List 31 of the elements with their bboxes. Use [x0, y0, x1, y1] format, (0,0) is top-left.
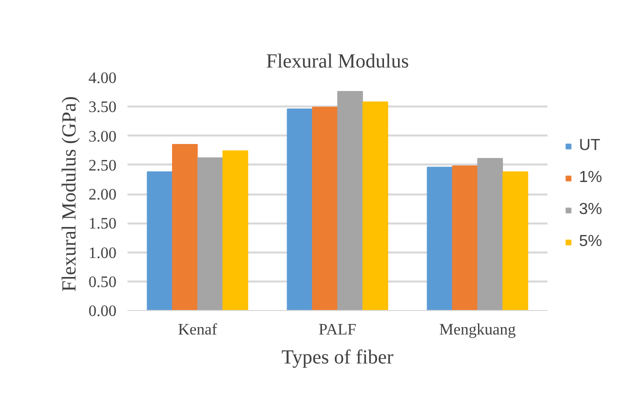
bar — [172, 144, 198, 310]
bar — [197, 157, 223, 310]
bar — [222, 150, 248, 310]
y-tick-label: 1.50 — [88, 216, 116, 233]
y-tick-label: 0.00 — [88, 303, 116, 320]
x-tick-label: Kenaf — [178, 322, 218, 338]
bar — [146, 171, 173, 310]
x-axis-title: Types of fiber — [282, 346, 394, 368]
legend-label: UT — [579, 136, 600, 154]
bar — [452, 166, 478, 310]
bar — [502, 171, 528, 310]
y-tick-label: 2.00 — [88, 186, 116, 204]
y-tick-label: 4.00 — [88, 70, 116, 87]
y-tick-label: 0.50 — [88, 274, 116, 291]
x-tick-label: Mengkuang — [439, 322, 516, 338]
x-tick-label: PALF — [318, 322, 356, 338]
bar — [362, 101, 388, 310]
chart-title: Flexural Modulus — [266, 50, 410, 72]
y-tick-label: 1.00 — [88, 244, 116, 262]
bar — [312, 106, 338, 310]
y-tick-label: 2.50 — [88, 157, 116, 174]
y-tick-label: 3.00 — [88, 128, 116, 146]
bar — [337, 90, 363, 310]
bar — [426, 166, 453, 310]
bar — [477, 158, 503, 310]
legend-label: 5% — [579, 232, 602, 250]
bar — [286, 108, 313, 310]
y-tick-label: 3.50 — [88, 99, 116, 116]
y-axis-title: Flexural Modulus (GPa) — [58, 96, 80, 292]
legend-label: 3% — [579, 200, 602, 218]
legend-label: 1% — [579, 168, 602, 186]
